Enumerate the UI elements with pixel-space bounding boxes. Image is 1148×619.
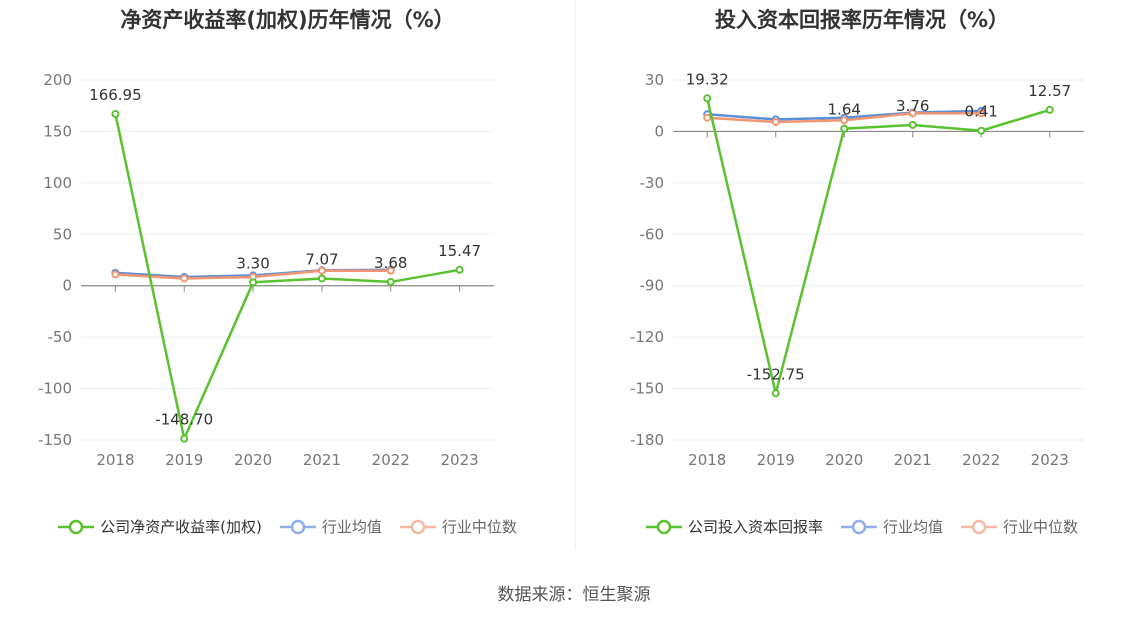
y-tick-label: -150 bbox=[38, 431, 72, 449]
y-tick-label: -50 bbox=[48, 328, 73, 346]
data-point bbox=[1045, 105, 1054, 114]
y-tick-label: -90 bbox=[640, 277, 665, 295]
data-point bbox=[771, 118, 780, 126]
y-tick-label: -100 bbox=[38, 380, 72, 398]
legend-item-industry-median[interactable]: 行业中位数 bbox=[399, 516, 517, 537]
legend-line-icon bbox=[399, 519, 436, 534]
y-tick-label: -180 bbox=[630, 431, 664, 449]
data-point bbox=[111, 109, 120, 118]
y-tick-label: -120 bbox=[630, 328, 664, 346]
legend-label: 行业中位数 bbox=[441, 518, 517, 536]
y-tick-label: -150 bbox=[630, 380, 664, 398]
x-tick-label: 2018 bbox=[96, 451, 134, 469]
data-label: 1.64 bbox=[828, 101, 861, 119]
x-tick-label: 2023 bbox=[440, 451, 478, 469]
data-point bbox=[249, 278, 258, 287]
legend-line-icon bbox=[279, 519, 316, 534]
y-tick-label: 150 bbox=[43, 122, 72, 140]
data-point bbox=[111, 270, 120, 279]
data-label: 0.41 bbox=[965, 103, 998, 121]
data-point bbox=[317, 266, 326, 275]
x-tick-label: 2019 bbox=[757, 451, 795, 469]
legend-item-industry-mean[interactable]: 行业均值 bbox=[279, 516, 382, 537]
data-point bbox=[180, 434, 189, 443]
data-point bbox=[455, 265, 464, 274]
data-point bbox=[977, 109, 986, 118]
legend: 公司投入资本回报率 行业均值 行业中位数 bbox=[576, 516, 1148, 537]
data-label: -148.70 bbox=[155, 411, 213, 429]
legend-line-icon bbox=[961, 519, 997, 534]
x-tick-label: 2022 bbox=[962, 451, 1000, 469]
legend-line-icon bbox=[645, 519, 682, 534]
y-tick-label: 200 bbox=[43, 71, 72, 89]
chart-title: 投入资本回报率历年情况（%） bbox=[714, 8, 1010, 32]
legend-label: 公司净资产收益率(加权) bbox=[100, 518, 262, 536]
y-tick-label: 50 bbox=[53, 225, 72, 243]
legend-item-company[interactable]: 公司投入资本回报率 bbox=[645, 516, 823, 537]
legend-label: 行业中位数 bbox=[1003, 518, 1079, 536]
legend-line-icon bbox=[840, 519, 877, 534]
y-tick-label: 100 bbox=[43, 174, 72, 192]
data-point bbox=[703, 94, 712, 103]
series-line-0 bbox=[706, 98, 1051, 394]
legend-item-industry-median[interactable]: 行业中位数 bbox=[961, 516, 1078, 537]
data-point bbox=[771, 389, 780, 398]
data-label: 166.95 bbox=[89, 86, 142, 104]
data-source: 数据来源：恒生聚源 bbox=[497, 585, 651, 605]
y-tick-label: -60 bbox=[640, 225, 665, 243]
x-tick-label: 2022 bbox=[372, 451, 410, 469]
y-tick-label: 0 bbox=[62, 277, 72, 295]
chart-title: 净资产收益率(加权)历年情况（%） bbox=[120, 8, 455, 32]
panel-divider bbox=[575, 0, 576, 550]
x-tick-label: 2018 bbox=[688, 451, 726, 469]
y-tick-label: 0 bbox=[654, 122, 664, 140]
data-point bbox=[908, 109, 917, 118]
roic-chart-panel: 投入资本回报率历年情况（%） 30 0 -30 -60 -90 -120 -150 -180 2… bbox=[576, 0, 1148, 560]
data-point bbox=[840, 116, 849, 125]
data-label: 3.76 bbox=[896, 97, 929, 115]
data-point bbox=[386, 277, 395, 286]
data-point bbox=[840, 124, 849, 133]
roe-chart-panel: 净资产收益率(加权)历年情况（%） 200 150 100 50 0 -50 -100 -15… bbox=[0, 0, 575, 560]
legend-label: 行业均值 bbox=[321, 518, 382, 536]
y-tick-label: -30 bbox=[640, 174, 665, 192]
data-label: -152.75 bbox=[747, 365, 805, 383]
roe-chart: 200 150 100 50 0 -50 -100 -150 2018 2019 2020 2021 2… bbox=[38, 71, 494, 469]
data-point bbox=[386, 266, 395, 275]
roic-chart: 30 0 -30 -60 -90 -120 -150 -180 2018 2019 2020 2021… bbox=[630, 70, 1084, 469]
data-label: 19.32 bbox=[686, 70, 729, 88]
data-label: 7.07 bbox=[305, 250, 338, 268]
x-tick-label: 2021 bbox=[303, 451, 341, 469]
legend-label: 行业均值 bbox=[882, 518, 943, 536]
legend-line-icon bbox=[58, 519, 95, 534]
x-tick-label: 2023 bbox=[1031, 451, 1069, 469]
x-tick-label: 2021 bbox=[894, 451, 932, 469]
x-tick-label: 2020 bbox=[234, 451, 272, 469]
data-point bbox=[703, 113, 712, 122]
x-tick-label: 2020 bbox=[825, 451, 863, 469]
data-point bbox=[908, 120, 917, 129]
data-point bbox=[317, 274, 326, 283]
legend-item-industry-mean[interactable]: 行业均值 bbox=[840, 516, 943, 537]
legend-label: 公司投入资本回报率 bbox=[687, 518, 823, 536]
legend-item-company[interactable]: 公司净资产收益率(加权) bbox=[58, 516, 262, 537]
data-point bbox=[180, 274, 189, 283]
data-label: 3.30 bbox=[236, 254, 269, 272]
y-tick-label: 30 bbox=[645, 71, 664, 89]
data-label: 3.68 bbox=[374, 254, 407, 272]
x-tick-label: 2019 bbox=[165, 451, 203, 469]
data-label: 12.57 bbox=[1028, 82, 1071, 100]
legend: 公司净资产收益率(加权) 行业均值 行业中位数 bbox=[0, 516, 575, 537]
data-point bbox=[977, 126, 986, 135]
series-line-0 bbox=[114, 113, 460, 443]
data-label: 15.47 bbox=[438, 242, 481, 260]
